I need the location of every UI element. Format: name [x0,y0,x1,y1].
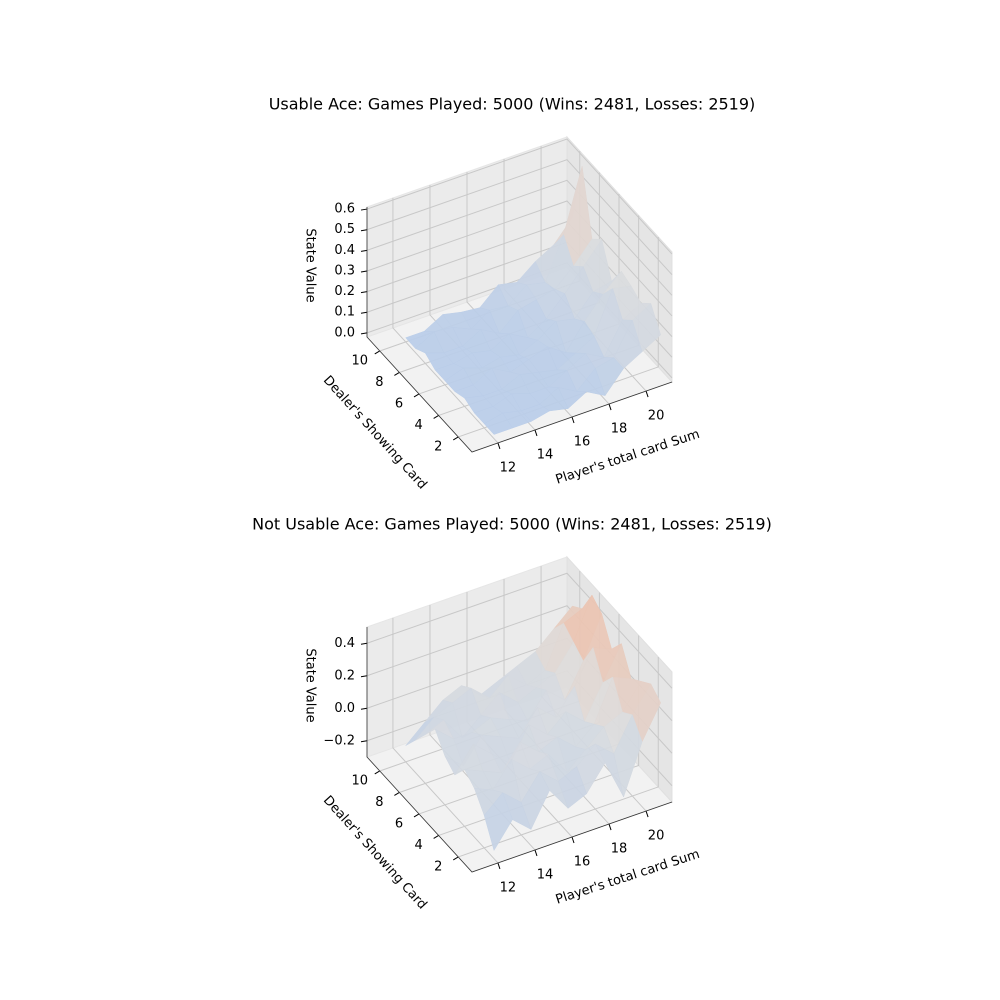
x-tick [608,403,612,411]
y-tick-label: 2 [434,439,442,454]
z-tick [360,332,368,335]
y-axis-label: Dealer's Showing Card [320,373,430,492]
z-tick-label: −0.2 [323,733,355,748]
z-tick-label: 0.5 [334,222,355,237]
z-grid-line [366,159,673,276]
z-tick-label: 0.0 [334,325,355,340]
y-tick-label: 6 [395,396,403,411]
axis-lines [366,627,673,873]
z-axis-label: State Value [303,648,318,722]
x-tick-label: 20 [648,409,665,424]
z-tick [360,208,368,211]
z-tick [360,675,368,678]
chart-title: Not Usable Ace: Games Played: 5000 (Wins… [252,515,772,534]
x-tick [645,390,649,398]
axis-lines [366,207,673,453]
y-tick-label: 2 [434,859,442,874]
z-tick [360,229,368,232]
z-tick [360,642,368,645]
y-tick [394,792,400,796]
z-axis-label: State Value [303,228,318,302]
x-tick-label: 14 [537,447,554,462]
surface-patch [483,792,513,852]
z-grid-line [366,138,673,255]
z-tick-label: 0.4 [334,636,355,651]
y-axis-label: Dealer's Showing Card [320,793,430,912]
y-tick [394,372,400,376]
y-tick [433,835,439,839]
x-tick [497,442,501,450]
y-tick-label: 10 [351,773,368,788]
x-tick-label: 20 [648,829,665,844]
x-tick-label: 12 [500,880,517,895]
z-tick [360,270,368,273]
x-tick-label: 14 [537,867,554,882]
y-tick [374,350,381,355]
y-tick-label: 4 [414,418,422,433]
x-tick-label: 16 [574,435,591,450]
y-tick [453,436,459,441]
y-tick [433,415,439,419]
y-tick-label: 6 [395,816,403,831]
y-tick-label: 4 [414,838,422,853]
x-tick-label: 12 [500,460,517,475]
z-tick [360,311,368,314]
y-tick-label: 8 [375,375,383,390]
z-grid-line [366,200,673,317]
y-tick-label: 8 [375,795,383,810]
z-tick [360,740,368,743]
z-tick [360,707,368,710]
x-tick [645,810,649,818]
z-tick-label: 0.1 [334,305,355,320]
y-tick [453,856,459,861]
z-grid-line [366,179,673,296]
chart-title: Usable Ace: Games Played: 5000 (Wins: 24… [269,95,756,114]
x-tick [571,416,575,424]
x-tick-label: 18 [611,422,628,437]
z-tick-label: 0.6 [334,202,355,217]
z-tick-label: 0.2 [334,284,355,299]
x-tick [534,429,538,437]
x-grid-line [392,617,499,864]
x-tick-label: 18 [611,842,628,857]
z-tick [360,249,368,252]
x-tick [571,836,575,844]
z-tick-label: 0.3 [334,263,355,278]
z-tick-label: 0.4 [334,243,355,258]
x-tick [608,823,612,831]
y-tick [374,770,381,775]
y-tick-label: 10 [351,353,368,368]
y-tick [413,393,420,398]
z-tick-label: 0.2 [334,668,355,683]
z-grid-line [366,572,673,689]
x-tick [534,849,538,857]
z-tick [360,291,368,294]
z-tick-label: 0.0 [334,701,355,716]
surface-patch [483,412,513,435]
x-tick [497,862,501,870]
x-tick-label: 16 [574,855,591,870]
y-tick [413,813,420,818]
